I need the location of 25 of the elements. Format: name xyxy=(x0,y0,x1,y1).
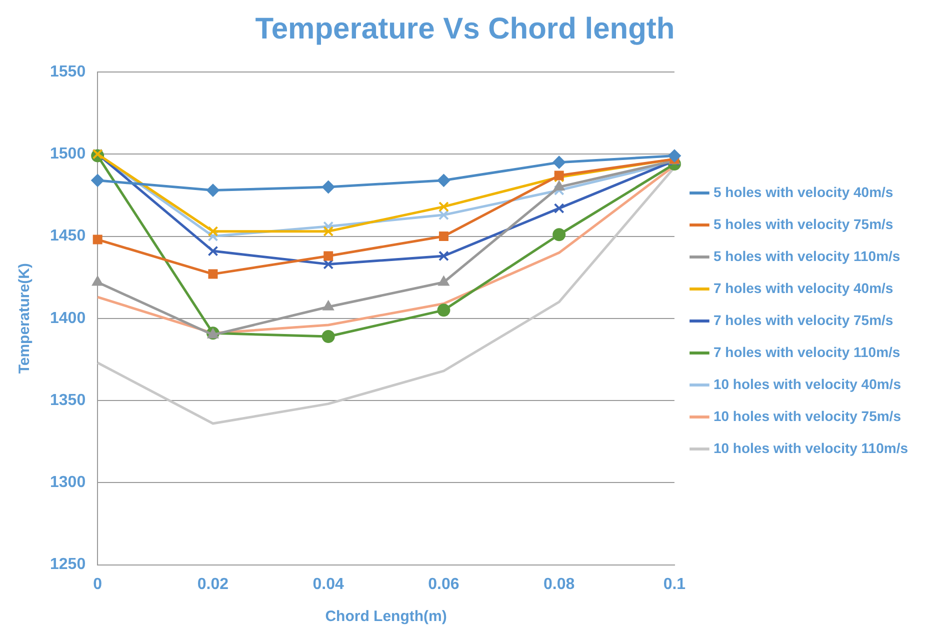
legend-label: 10 holes with velocity 110m/s xyxy=(713,440,908,456)
chart-title: Temperature Vs Chord length xyxy=(255,12,675,46)
x-axis-title: Chord Length(m) xyxy=(325,608,447,626)
legend-label: 5 holes with velocity 75m/s xyxy=(713,216,894,232)
y-tick-label: 1250 xyxy=(50,556,86,574)
y-tick-label: 1350 xyxy=(50,392,86,409)
y-tick-label: 1550 xyxy=(50,63,86,80)
x-tick-label: 0.02 xyxy=(197,576,229,593)
legend-label: 10 holes with velocity 40m/s xyxy=(713,376,902,392)
y-axis-title: Temperature(K) xyxy=(16,263,34,374)
x-tick-label: 0.04 xyxy=(312,576,344,593)
legend-label: 7 holes with velocity 110m/s xyxy=(713,344,900,360)
legend-label: 5 holes with velocity 110m/s xyxy=(713,248,900,264)
x-tick-label: 0 xyxy=(93,576,102,593)
legend-label: 7 holes with velocity 75m/s xyxy=(713,312,894,328)
y-tick-label: 1300 xyxy=(50,474,86,492)
legend-label: 10 holes with velocity 75m/s xyxy=(713,408,902,424)
x-tick-label: 0.08 xyxy=(544,576,575,593)
x-tick-label: 0.1 xyxy=(663,576,686,593)
y-tick-label: 1500 xyxy=(50,146,86,163)
y-tick-label: 1400 xyxy=(50,310,86,327)
y-tick-label: 1450 xyxy=(50,228,86,245)
x-tick-label: 0.06 xyxy=(428,576,460,593)
legend-label: 5 holes with velocity 40m/s xyxy=(713,184,894,200)
legend-label: 7 holes with velocity 40m/s xyxy=(713,280,894,296)
